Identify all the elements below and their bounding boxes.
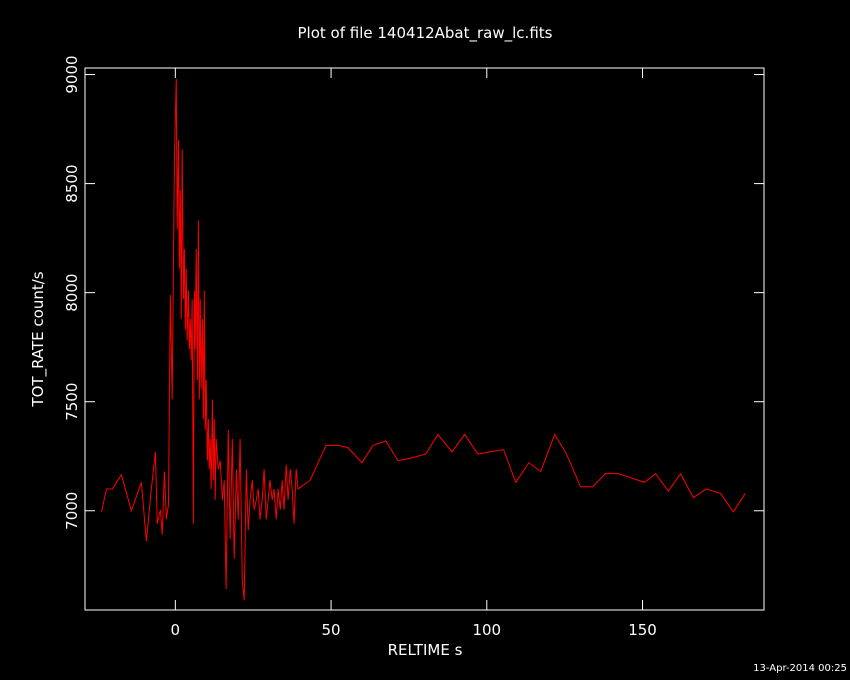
y-tick-label: 7500 [63,383,81,421]
y-tick-label: 8500 [63,165,81,203]
y-tick-label: 7000 [63,492,81,530]
x-tick-label: 150 [628,621,657,639]
x-tick-label: 100 [472,621,501,639]
y-axis-label: TOT_RATE count/s [29,271,48,407]
data-line [101,78,746,601]
plot-frame [84,67,765,611]
x-tick-label: 50 [322,621,341,639]
x-axis-label: RELTIME s [388,641,463,659]
y-tick-label: 8000 [63,274,81,312]
x-tick-label: 0 [171,621,181,639]
footer: 13-Apr-2014 00:25 [753,663,847,674]
y-tick-label: 9000 [63,55,81,93]
chart-title: Plot of file 140412Abat_raw_lc.fits [298,24,553,43]
